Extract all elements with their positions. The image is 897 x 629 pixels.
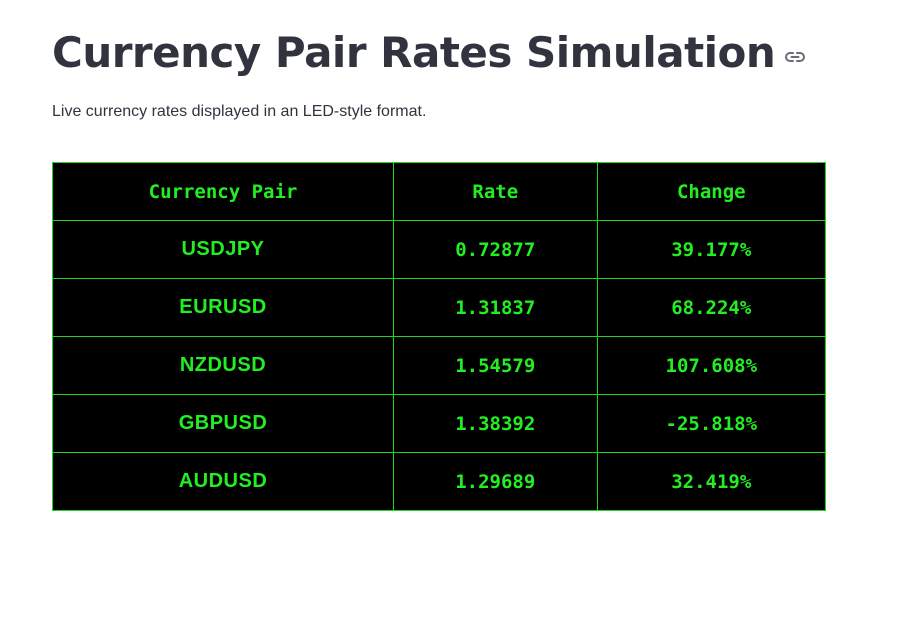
change-cell: 107.608% bbox=[596, 336, 827, 395]
currency-pair-cell: NZDUSD bbox=[51, 336, 395, 395]
rate-cell: 1.29689 bbox=[393, 452, 598, 511]
column-header-currency-pair: Currency Pair bbox=[51, 162, 395, 221]
change-cell: -25.818% bbox=[596, 394, 827, 453]
column-header-rate: Rate bbox=[393, 162, 598, 221]
page-subtitle: Live currency rates displayed in an LED-… bbox=[52, 103, 427, 120]
currency-pair-cell: AUDUSD bbox=[51, 452, 395, 511]
table-row: EURUSD 1.31837 68.224% bbox=[51, 278, 827, 337]
table-row: AUDUSD 1.29689 32.419% bbox=[51, 452, 827, 511]
change-cell: 68.224% bbox=[596, 278, 827, 337]
currency-pair-cell: USDJPY bbox=[51, 220, 395, 279]
rate-cell: 1.38392 bbox=[393, 394, 598, 453]
rate-cell: 1.54579 bbox=[393, 336, 598, 395]
table-row: USDJPY 0.72877 39.177% bbox=[51, 220, 827, 279]
rate-cell: 1.31837 bbox=[393, 278, 598, 337]
table-row: GBPUSD 1.38392 -25.818% bbox=[51, 394, 827, 453]
currency-pair-cell: EURUSD bbox=[51, 278, 395, 337]
title-row: Currency Pair Rates Simulation bbox=[52, 24, 806, 82]
rate-cell: 0.72877 bbox=[393, 220, 598, 279]
page-title: Currency Pair Rates Simulation bbox=[52, 28, 776, 77]
change-cell: 32.419% bbox=[596, 452, 827, 511]
change-cell: 39.177% bbox=[596, 220, 827, 279]
table-header-row: Currency Pair Rate Change bbox=[51, 162, 827, 221]
table-row: NZDUSD 1.54579 107.608% bbox=[51, 336, 827, 395]
link-icon[interactable] bbox=[785, 50, 806, 64]
currency-pair-cell: GBPUSD bbox=[51, 394, 395, 453]
column-header-change: Change bbox=[596, 162, 827, 221]
currency-rates-table: Currency Pair Rate Change USDJPY 0.72877… bbox=[51, 162, 827, 511]
